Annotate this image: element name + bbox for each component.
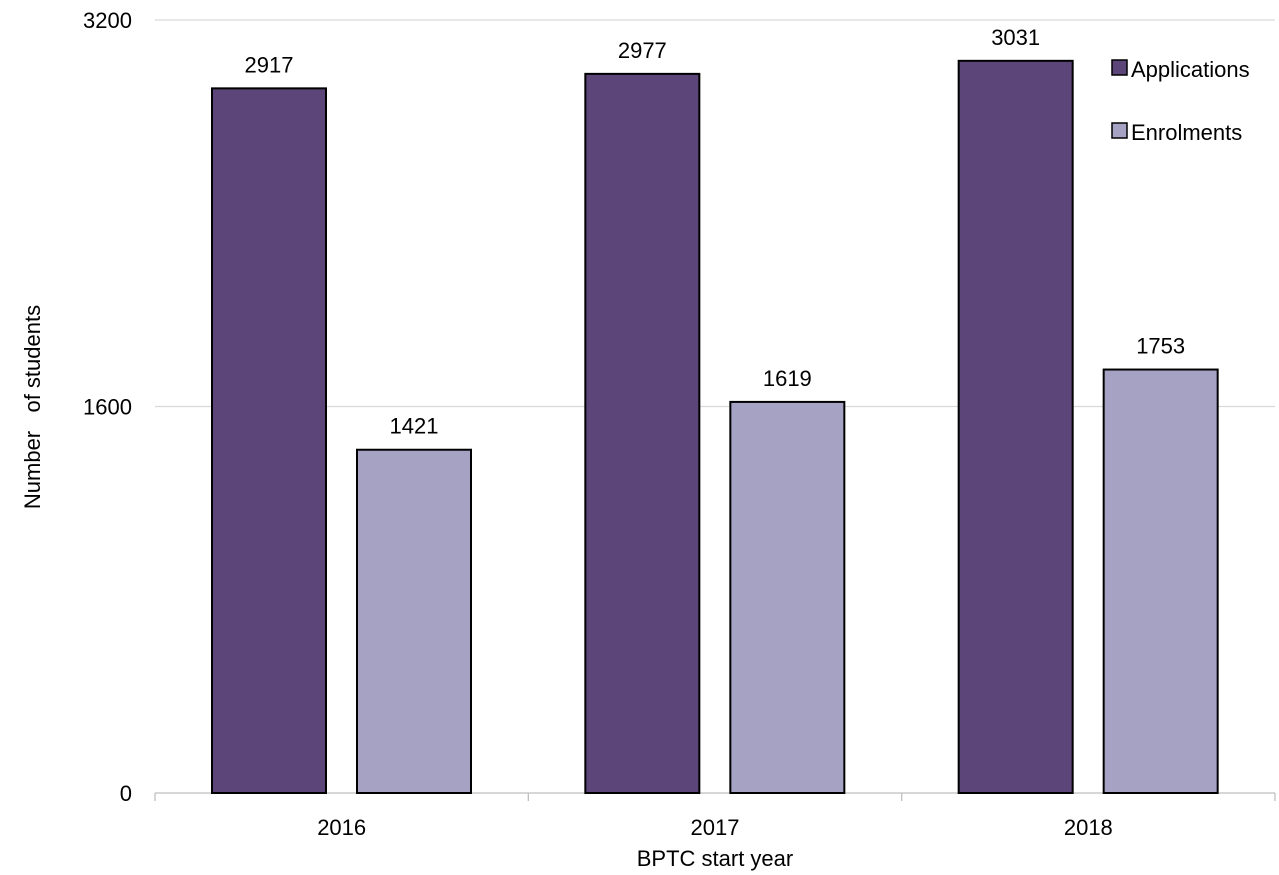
legend-swatch-applications bbox=[1111, 59, 1128, 76]
data-label: 2977 bbox=[618, 38, 667, 63]
data-label: 1421 bbox=[390, 414, 439, 439]
axes: 0 1600 3200 2016 2017 2018 bbox=[83, 8, 1276, 840]
bars bbox=[211, 59, 1219, 795]
data-label: 1619 bbox=[763, 366, 812, 391]
x-tick-label: 2016 bbox=[317, 815, 366, 840]
data-labels: 2917 1421 2977 1619 3031 1753 bbox=[245, 25, 1186, 439]
y-tick-label: 3200 bbox=[83, 8, 132, 33]
bar-applications-2018 bbox=[957, 59, 1074, 795]
bar-enrolments-2018 bbox=[1102, 368, 1219, 794]
data-label: 1753 bbox=[1136, 334, 1185, 359]
bar-applications-2016 bbox=[211, 87, 327, 795]
legend-swatch-enrolments bbox=[1111, 122, 1128, 139]
y-tick-label: 1600 bbox=[83, 395, 132, 420]
bar-enrolments-2017 bbox=[729, 400, 846, 794]
y-tick-label: 0 bbox=[120, 781, 132, 806]
x-tick-label: 2018 bbox=[1064, 815, 1113, 840]
legend: Applications Enrolments bbox=[1111, 57, 1250, 145]
legend-label-enrolments: Enrolments bbox=[1131, 120, 1242, 145]
x-tick-label: 2017 bbox=[691, 815, 740, 840]
bar-enrolments-2016 bbox=[356, 448, 472, 794]
legend-label-applications: Applications bbox=[1131, 57, 1250, 82]
y-axis-title: Number of students bbox=[20, 305, 45, 509]
gridlines bbox=[155, 19, 1275, 408]
data-label: 3031 bbox=[991, 25, 1040, 50]
x-axis-title: BPTC start year bbox=[637, 846, 793, 871]
bar-applications-2017 bbox=[584, 72, 701, 795]
data-label: 2917 bbox=[245, 52, 294, 77]
